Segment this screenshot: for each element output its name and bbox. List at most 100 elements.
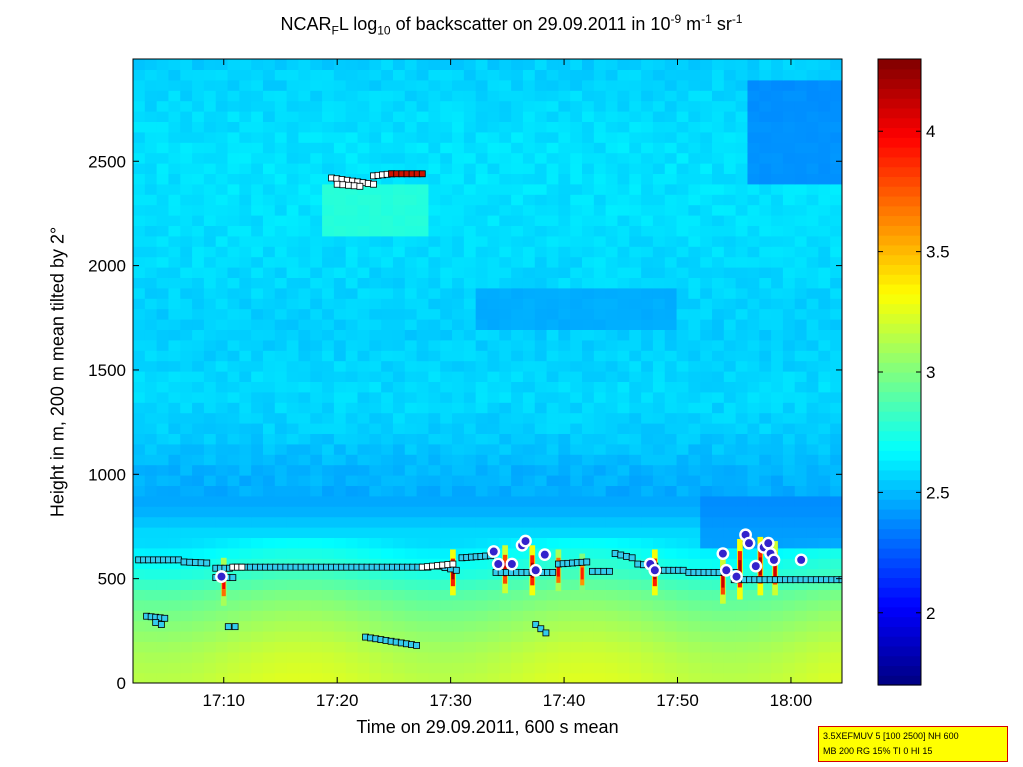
heatmap-cell	[428, 631, 441, 642]
heatmap-cell	[357, 142, 370, 154]
heatmap-cell	[357, 412, 370, 424]
heatmap-cell	[688, 454, 701, 466]
heatmap-cell	[203, 527, 217, 538]
heatmap-cell	[558, 360, 571, 372]
heatmap-cell	[381, 381, 394, 393]
heatmap-cell	[806, 402, 819, 414]
heatmap-cell	[712, 131, 725, 143]
heatmap-cell	[369, 142, 382, 154]
heatmap-cell	[298, 589, 311, 601]
heatmap-cell	[641, 100, 654, 112]
heatmap-cell	[463, 256, 477, 268]
heatmap-cell	[298, 121, 311, 133]
heatmap-cell	[782, 173, 796, 185]
heatmap-cell	[310, 183, 323, 195]
heatmap-cell	[463, 641, 477, 653]
heatmap-cell	[215, 412, 229, 424]
heatmap-cell	[322, 527, 335, 538]
heatmap-cell	[144, 454, 158, 466]
heatmap-cell	[144, 111, 158, 122]
heatmap-cell	[664, 527, 678, 538]
heatmap-cell	[806, 631, 819, 642]
heatmap-cell	[676, 59, 689, 70]
heatmap-cell	[534, 537, 548, 549]
heatmap-cell	[641, 235, 654, 247]
heatmap-cell	[357, 599, 370, 611]
heatmap-cell	[463, 225, 477, 237]
heatmap-cell	[475, 59, 489, 70]
heatmap-cell	[629, 381, 642, 393]
heatmap-cell	[735, 79, 749, 91]
heatmap-cell	[298, 59, 311, 70]
heatmap-cell	[629, 610, 642, 622]
heatmap-cell	[735, 121, 749, 133]
heatmap-cell	[487, 329, 500, 341]
heatmap-cell	[700, 464, 713, 476]
heatmap-cell	[262, 620, 276, 632]
heatmap-cell	[629, 267, 642, 278]
heatmap-cell	[286, 339, 300, 351]
heatmap-cell	[605, 620, 619, 632]
heatmap-cell	[345, 225, 359, 237]
heatmap-cell	[782, 620, 796, 632]
heatmap-cell	[641, 371, 654, 382]
heatmap-cell	[605, 308, 619, 320]
heatmap-cell	[794, 287, 808, 299]
heatmap-cell	[534, 350, 548, 362]
heatmap-cell	[392, 225, 406, 237]
heatmap-cell	[392, 204, 406, 216]
heatmap-cell	[239, 100, 252, 112]
heatmap-cell	[322, 610, 335, 622]
heatmap-cell	[381, 329, 394, 341]
heatmap-cell	[735, 506, 749, 518]
heatmap-cell	[239, 225, 252, 237]
heatmap-cell	[511, 194, 524, 206]
heatmap-cell	[593, 163, 607, 174]
heatmap-cell	[664, 485, 678, 497]
heatmap-cell	[593, 339, 607, 351]
heatmap-cell	[688, 163, 701, 174]
layer-marker	[418, 170, 426, 178]
heatmap-cell	[641, 329, 654, 341]
heatmap-cell	[133, 142, 146, 154]
heatmap-cell	[546, 350, 559, 362]
heatmap-cell	[192, 277, 205, 289]
heatmap-cell	[735, 329, 749, 341]
heatmap-cell	[546, 225, 559, 237]
heatmap-cell	[629, 475, 642, 486]
heatmap-cell	[251, 173, 264, 185]
cloud-base-dot	[742, 536, 756, 550]
heatmap-cell	[700, 100, 713, 112]
heatmap-cell	[605, 506, 619, 518]
heatmap-cell	[133, 131, 146, 143]
heatmap-cell	[475, 111, 489, 122]
heatmap-cell	[771, 516, 784, 528]
heatmap-cell	[522, 215, 536, 226]
heatmap-cell	[369, 111, 382, 122]
heatmap-cell	[180, 610, 193, 622]
heatmap-cell	[712, 475, 725, 486]
heatmap-cell	[593, 495, 607, 507]
heatmap-cell	[357, 287, 370, 299]
heatmap-cell	[345, 527, 359, 538]
cloud-base-dot	[794, 553, 808, 567]
heatmap-cell	[712, 90, 725, 102]
heatmap-cell	[782, 59, 796, 70]
heatmap-cell	[700, 90, 713, 102]
heatmap-cell	[440, 319, 453, 330]
heatmap-cell	[806, 475, 819, 486]
heatmap-cell	[546, 59, 559, 70]
heatmap-cell	[522, 246, 536, 258]
heatmap-cell	[830, 443, 842, 455]
heatmap-cell	[227, 183, 240, 195]
heatmap-cell	[830, 360, 842, 372]
heatmap-cell	[180, 350, 193, 362]
heatmap-cell	[830, 568, 842, 580]
heatmap-cell	[440, 381, 453, 393]
heatmap-cell	[452, 381, 465, 393]
heatmap-cell	[369, 412, 382, 424]
heatmap-cell	[499, 360, 512, 372]
heatmap-cell	[582, 423, 595, 434]
heatmap-cell	[712, 662, 725, 674]
heatmap-cell	[676, 287, 689, 299]
